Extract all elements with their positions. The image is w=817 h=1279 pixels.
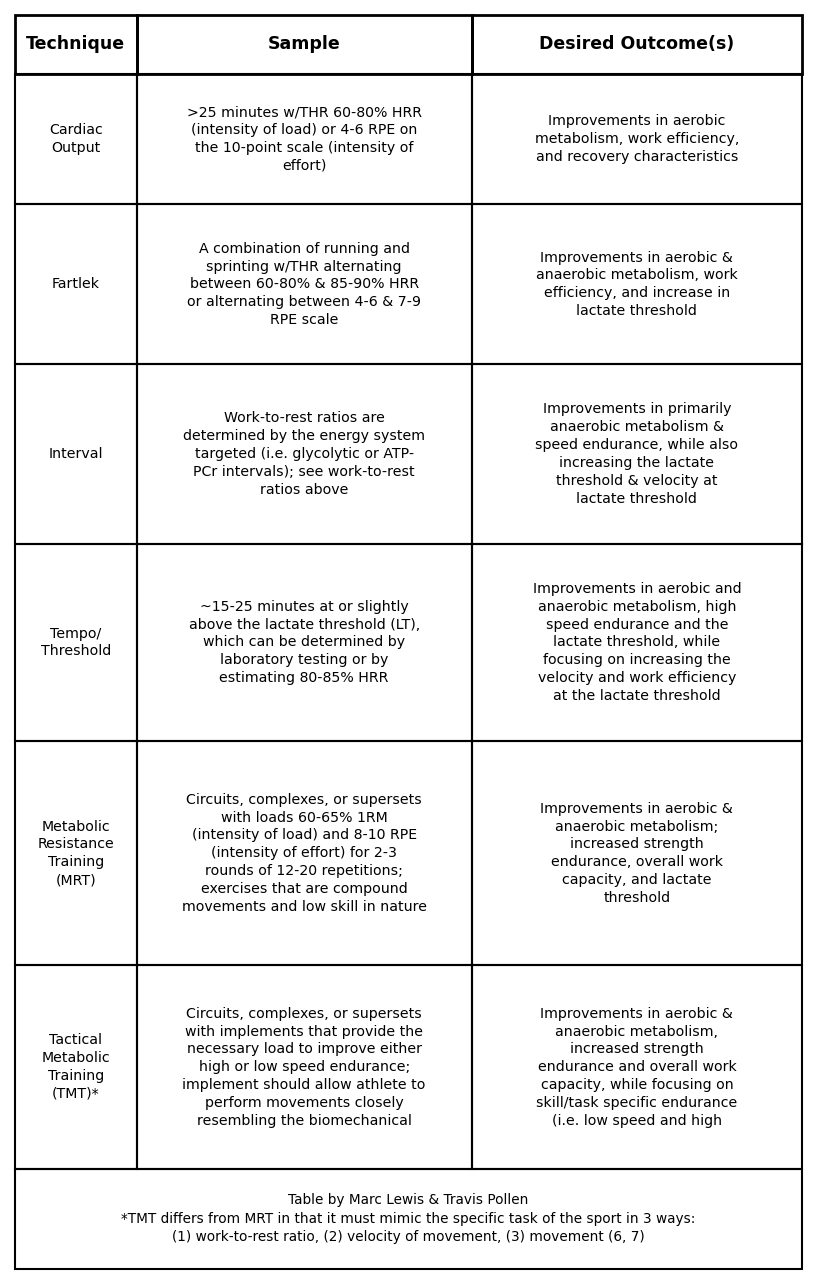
Text: Metabolic
Resistance
Training
(MRT): Metabolic Resistance Training (MRT) [38, 820, 114, 888]
Bar [471, 742, 802, 966]
Bar [15, 15, 136, 73]
Bar [136, 544, 471, 742]
Text: Table by Marc Lewis & Travis Pollen
*TMT differs from MRT in that it must mimic : Table by Marc Lewis & Travis Pollen *TMT… [121, 1193, 696, 1244]
Bar [136, 966, 471, 1169]
Text: >25 minutes w/THR 60-80% HRR
(intensity of load) or 4-6 RPE on
the 10-point scal: >25 minutes w/THR 60-80% HRR (intensity … [186, 105, 422, 173]
Bar [471, 966, 802, 1169]
Text: ~15-25 minutes at or slightly
above the lactate threshold (LT),
which can be det: ~15-25 minutes at or slightly above the … [189, 600, 420, 686]
Bar [136, 73, 471, 205]
Bar [15, 73, 136, 205]
Bar [136, 15, 471, 73]
Text: Desired Outcome(s): Desired Outcome(s) [539, 36, 734, 54]
Bar [15, 15, 136, 73]
Bar [15, 73, 136, 205]
Bar [136, 365, 471, 544]
Text: Fartlek: Fartlek [51, 278, 100, 292]
Bar [136, 205, 471, 365]
Text: Improvements in primarily
anaerobic metabolism &
speed endurance, while also
inc: Improvements in primarily anaerobic meta… [535, 403, 739, 505]
Bar [15, 742, 136, 966]
Bar [471, 73, 802, 205]
Bar [15, 365, 136, 544]
Bar [136, 742, 471, 966]
Bar [136, 966, 471, 1169]
Bar [136, 73, 471, 205]
Bar [471, 205, 802, 365]
Bar [136, 742, 471, 966]
Bar [15, 205, 136, 365]
Bar [15, 1169, 802, 1269]
Text: Improvements in aerobic &
anaerobic metabolism,
increased strength
endurance and: Improvements in aerobic & anaerobic meta… [536, 1007, 738, 1128]
Text: Work-to-rest ratios are
determined by the energy system
targeted (i.e. glycolyti: Work-to-rest ratios are determined by th… [183, 412, 425, 496]
Text: Circuits, complexes, or supersets
with implements that provide the
necessary loa: Circuits, complexes, or supersets with i… [182, 1007, 426, 1128]
Bar [136, 15, 471, 73]
Bar [471, 742, 802, 966]
Text: Improvements in aerobic
metabolism, work efficiency,
and recovery characteristic: Improvements in aerobic metabolism, work… [534, 114, 739, 164]
Bar [15, 544, 136, 742]
Bar [471, 966, 802, 1169]
Bar [15, 966, 136, 1169]
Bar [15, 966, 136, 1169]
Bar [15, 205, 136, 365]
Bar [471, 205, 802, 365]
Text: A combination of running and
sprinting w/THR alternating
between 60-80% & 85-90%: A combination of running and sprinting w… [187, 242, 421, 327]
Text: Tactical
Metabolic
Training
(TMT)*: Tactical Metabolic Training (TMT)* [42, 1033, 110, 1101]
Bar [136, 544, 471, 742]
Text: Technique: Technique [26, 36, 125, 54]
Bar [15, 742, 136, 966]
Text: Improvements in aerobic &
anaerobic metabolism, work
efficiency, and increase in: Improvements in aerobic & anaerobic meta… [536, 251, 738, 318]
Bar [471, 365, 802, 544]
Bar [136, 205, 471, 365]
Text: Interval: Interval [48, 448, 103, 460]
Text: Sample: Sample [268, 36, 341, 54]
Text: Cardiac
Output: Cardiac Output [49, 123, 103, 155]
Text: Improvements in aerobic and
anaerobic metabolism, high
speed endurance and the
l: Improvements in aerobic and anaerobic me… [533, 582, 741, 703]
Bar [471, 544, 802, 742]
Bar [136, 365, 471, 544]
Bar [471, 365, 802, 544]
Bar [471, 73, 802, 205]
Text: Circuits, complexes, or supersets
with loads 60-65% 1RM
(intensity of load) and : Circuits, complexes, or supersets with l… [181, 793, 426, 914]
Bar [15, 544, 136, 742]
Bar [471, 15, 802, 73]
Text: Improvements in aerobic &
anaerobic metabolism;
increased strength
endurance, ov: Improvements in aerobic & anaerobic meta… [541, 802, 734, 906]
Bar [471, 15, 802, 73]
Bar [15, 365, 136, 544]
Bar [471, 544, 802, 742]
Text: Tempo/
Threshold: Tempo/ Threshold [41, 627, 111, 659]
